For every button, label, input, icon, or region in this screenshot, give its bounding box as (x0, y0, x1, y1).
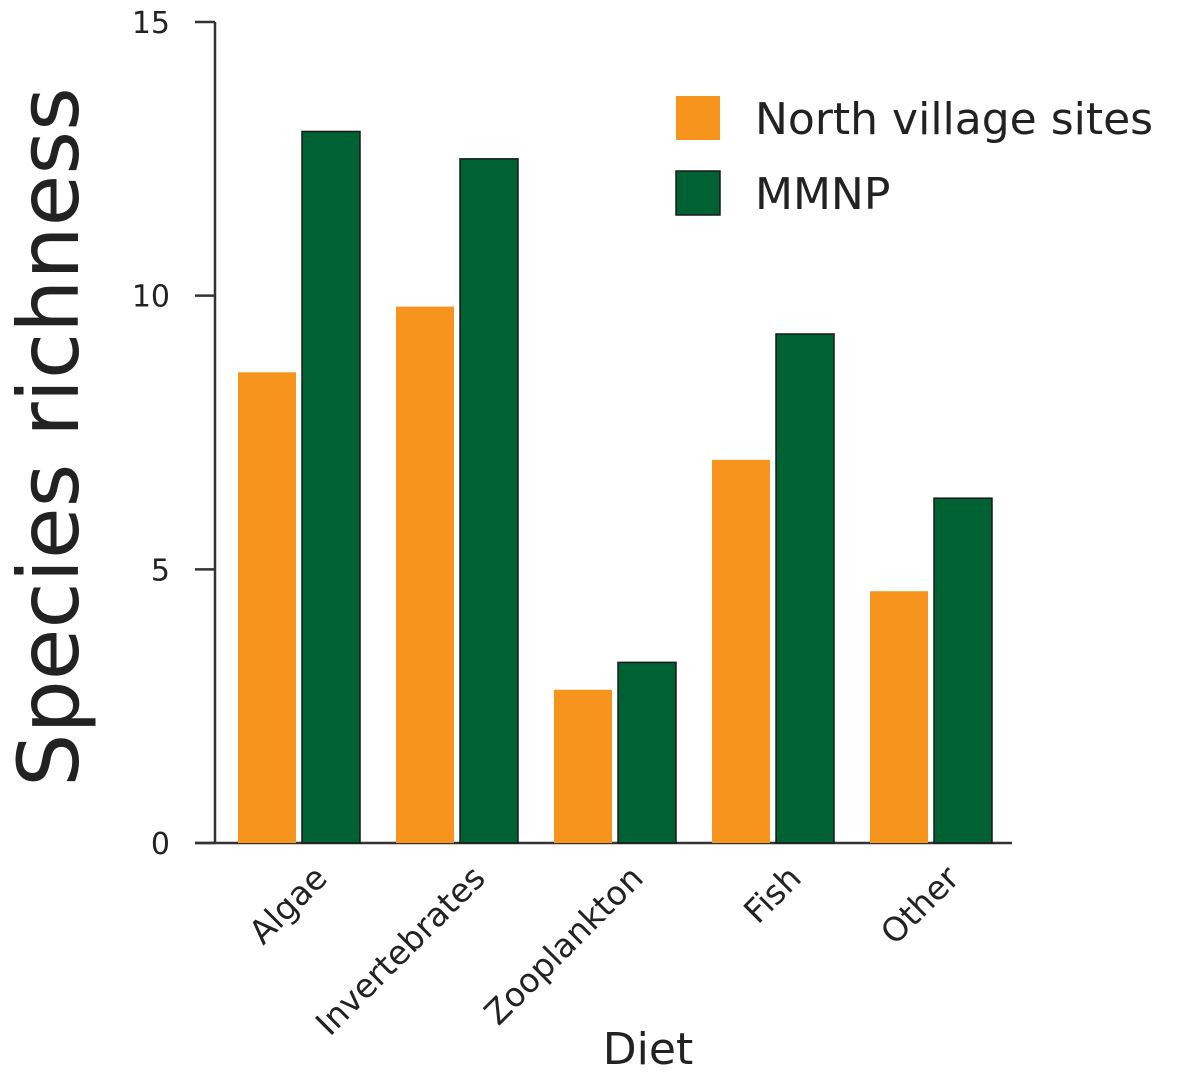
x-tick-label: Fish (736, 858, 809, 931)
bar-north-village (712, 459, 770, 843)
x-tick-label: Other (873, 858, 967, 952)
y-axis-title-group: Species richness (0, 87, 98, 787)
bar-north-village (870, 591, 928, 843)
bar-mmnp (775, 333, 835, 844)
bar-north-village (554, 689, 612, 843)
x-tick-label: Invertebrates (308, 858, 493, 1043)
legend-swatch (675, 170, 721, 216)
y-tick-label: 0 (151, 827, 170, 862)
y-axis-title: Species richness (0, 87, 98, 787)
y-tick-label: 5 (151, 553, 170, 588)
bar-mmnp (459, 158, 519, 844)
legend-label: North village sites (755, 94, 1153, 145)
legend: North village sites MMNP (675, 94, 1153, 220)
bar-mmnp (933, 497, 993, 844)
legend-swatch (676, 96, 720, 140)
y-tick-label: 15 (132, 6, 170, 41)
x-axis-title: Diet (603, 1024, 693, 1071)
y-tick-label: 10 (132, 280, 170, 315)
bar-north-village (396, 306, 454, 843)
legend-label: MMNP (755, 169, 890, 220)
bar-mmnp (301, 130, 361, 844)
x-tick-label: Zooplankton (476, 858, 650, 1032)
bars (238, 130, 993, 844)
bar-mmnp (617, 661, 677, 844)
bar-north-village (238, 372, 296, 843)
x-tick-label: Algae (241, 858, 334, 951)
